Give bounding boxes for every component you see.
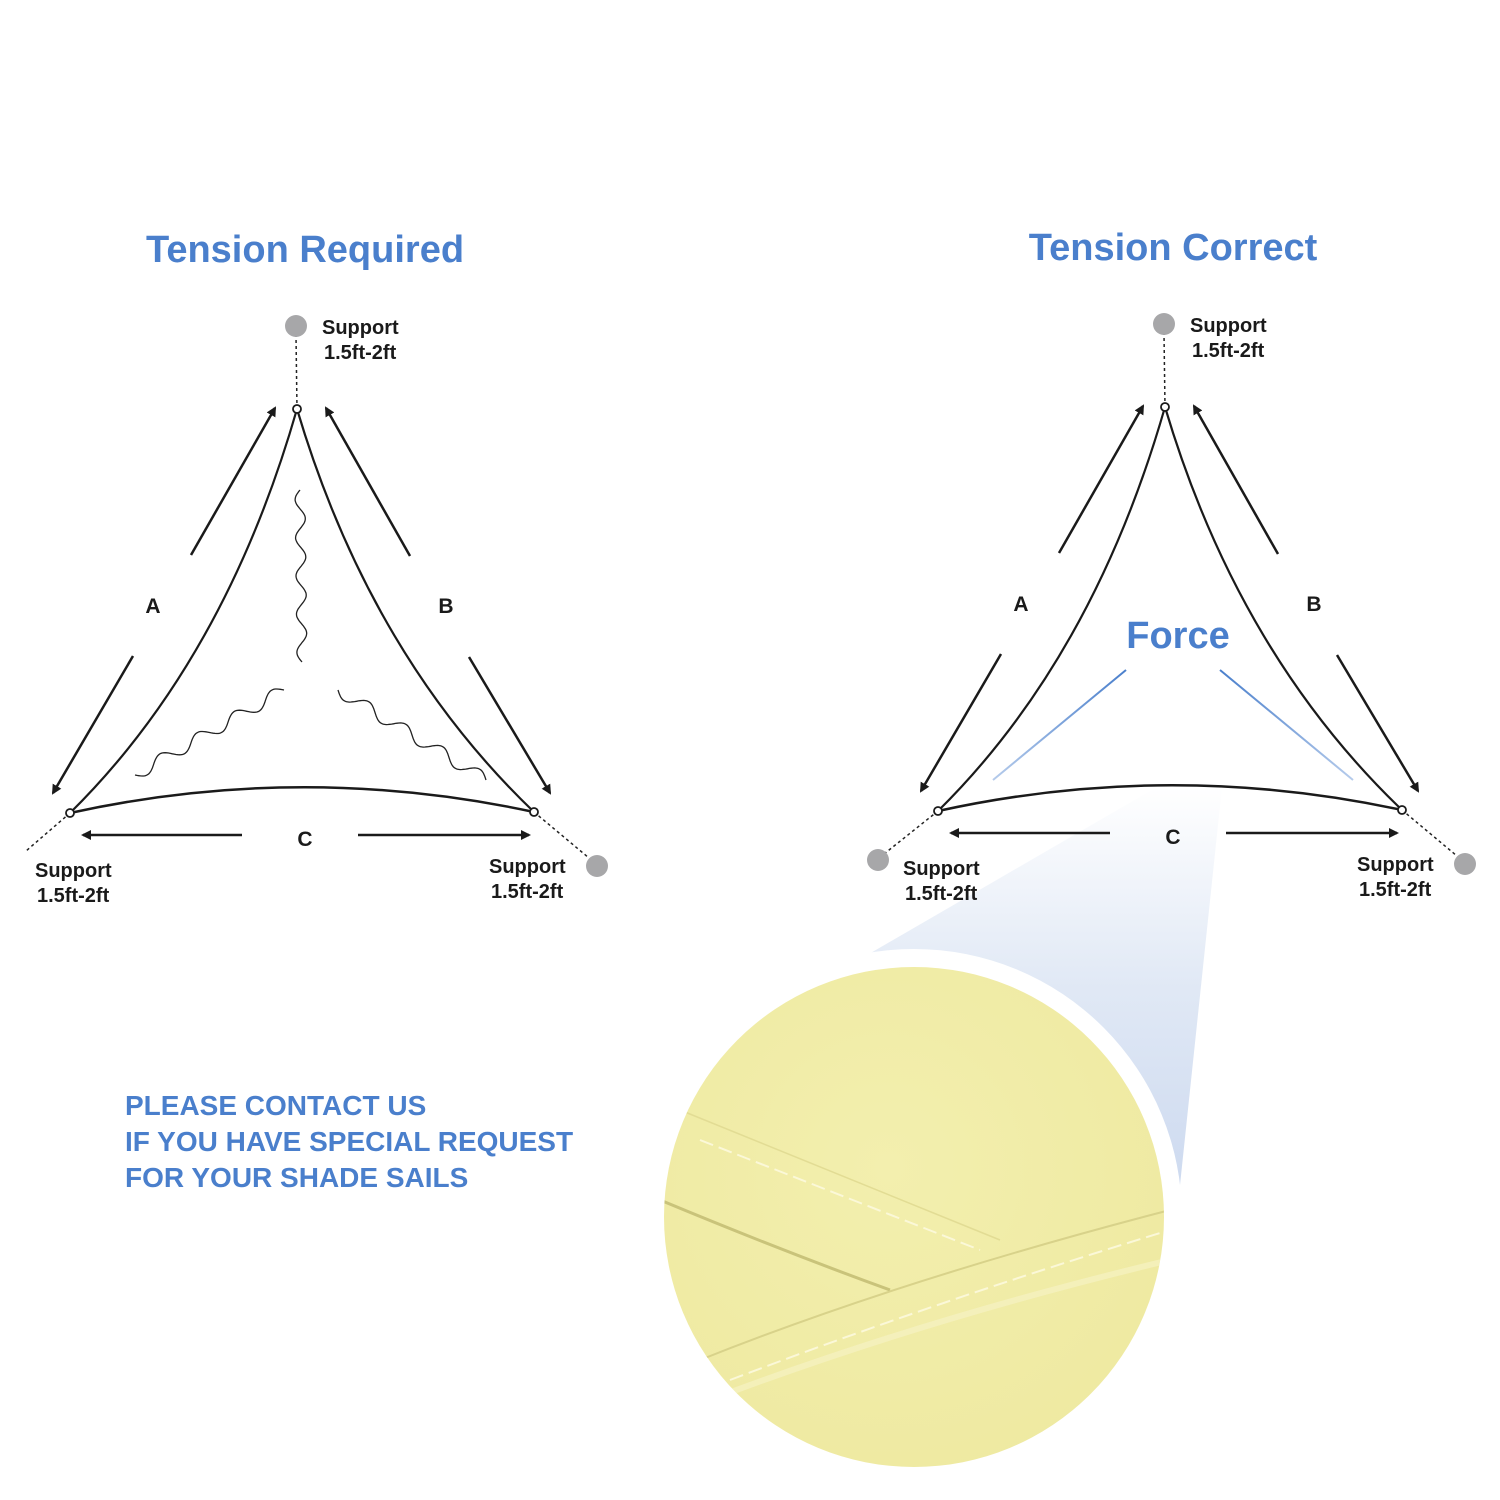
- sag-wrinkle: [337, 689, 487, 781]
- support-tether: [1401, 809, 1458, 857]
- support-spec-label: 1.5ft-2ft: [324, 342, 397, 364]
- support-post-icon: [586, 855, 608, 877]
- support-tether: [1163, 333, 1166, 408]
- contact-line: PLEASE CONTACT US: [125, 1090, 427, 1121]
- support-label: Support: [903, 858, 980, 880]
- side-label-a: A: [1013, 593, 1028, 616]
- support-spec-label: 1.5ft-2ft: [1192, 340, 1265, 362]
- sail-edge-c: [69, 786, 535, 815]
- d-ring-icon: [65, 808, 75, 818]
- contact-line: IF YOU HAVE SPECIAL REQUEST: [125, 1126, 574, 1157]
- tension-arrow: [324, 406, 412, 557]
- force-line: [992, 669, 1127, 781]
- support-label: Support: [489, 856, 566, 878]
- d-ring-icon: [933, 806, 943, 816]
- sail-edge-a: [937, 406, 1167, 812]
- side-label-a: A: [145, 595, 160, 618]
- sag-wrinkle: [134, 688, 285, 777]
- sail-edge-c: [937, 784, 1403, 813]
- contact-message: PLEASE CONTACT US IF YOU HAVE SPECIAL RE…: [125, 1088, 573, 1196]
- right-diagram: Tension Correct A B C Support 1.5ft-2ft Suppor…: [867, 227, 1476, 905]
- tension-arrow: [51, 655, 135, 795]
- tension-arrow: [1192, 404, 1280, 555]
- support-tether: [25, 812, 71, 852]
- force-label: Force: [1126, 615, 1229, 657]
- force-line: [1219, 669, 1354, 781]
- support-spec-label: 1.5ft-2ft: [1359, 879, 1432, 901]
- support-label: Support: [1190, 315, 1267, 337]
- support-label: Support: [35, 860, 112, 882]
- support-post-icon: [867, 849, 889, 871]
- sail-edge-b: [1163, 406, 1403, 811]
- tension-arrow: [467, 656, 552, 795]
- support-label: Support: [1357, 854, 1434, 876]
- side-label-b: B: [438, 595, 453, 618]
- left-diagram: Tension Required A B C Support 1.5ft-2ft Suppo…: [25, 229, 608, 907]
- diagram-title: Tension Required: [146, 229, 464, 271]
- support-tether: [883, 810, 939, 855]
- side-label-c: C: [1165, 826, 1180, 849]
- support-post-icon: [1454, 853, 1476, 875]
- support-spec-label: 1.5ft-2ft: [491, 881, 564, 903]
- d-ring-icon: [292, 404, 302, 414]
- side-label-b: B: [1306, 593, 1321, 616]
- support-spec-label: 1.5ft-2ft: [905, 883, 978, 905]
- support-label: Support: [322, 317, 399, 339]
- fabric-seams: [664, 1109, 1164, 1403]
- d-ring-icon: [529, 807, 539, 817]
- tension-arrow: [1335, 654, 1420, 793]
- support-tether: [533, 811, 590, 859]
- d-ring-icon: [1160, 402, 1170, 412]
- d-ring-icon: [1397, 805, 1407, 815]
- side-label-c: C: [297, 828, 312, 851]
- fabric-closeup-image: [664, 967, 1164, 1467]
- tension-arrow: [189, 406, 277, 556]
- sail-edge-a: [69, 408, 299, 814]
- sag-wrinkle: [294, 489, 308, 663]
- support-post-icon: [285, 315, 307, 337]
- tension-arrow: [1057, 404, 1145, 554]
- magnifier: [646, 787, 1222, 1485]
- support-post-icon: [1153, 313, 1175, 335]
- tension-arrow: [919, 653, 1003, 793]
- contact-line: FOR YOUR SHADE SAILS: [125, 1162, 469, 1193]
- diagram-title: Tension Correct: [1029, 227, 1318, 269]
- sail-edge-b: [295, 408, 535, 813]
- support-spec-label: 1.5ft-2ft: [37, 885, 110, 907]
- support-tether: [295, 335, 298, 410]
